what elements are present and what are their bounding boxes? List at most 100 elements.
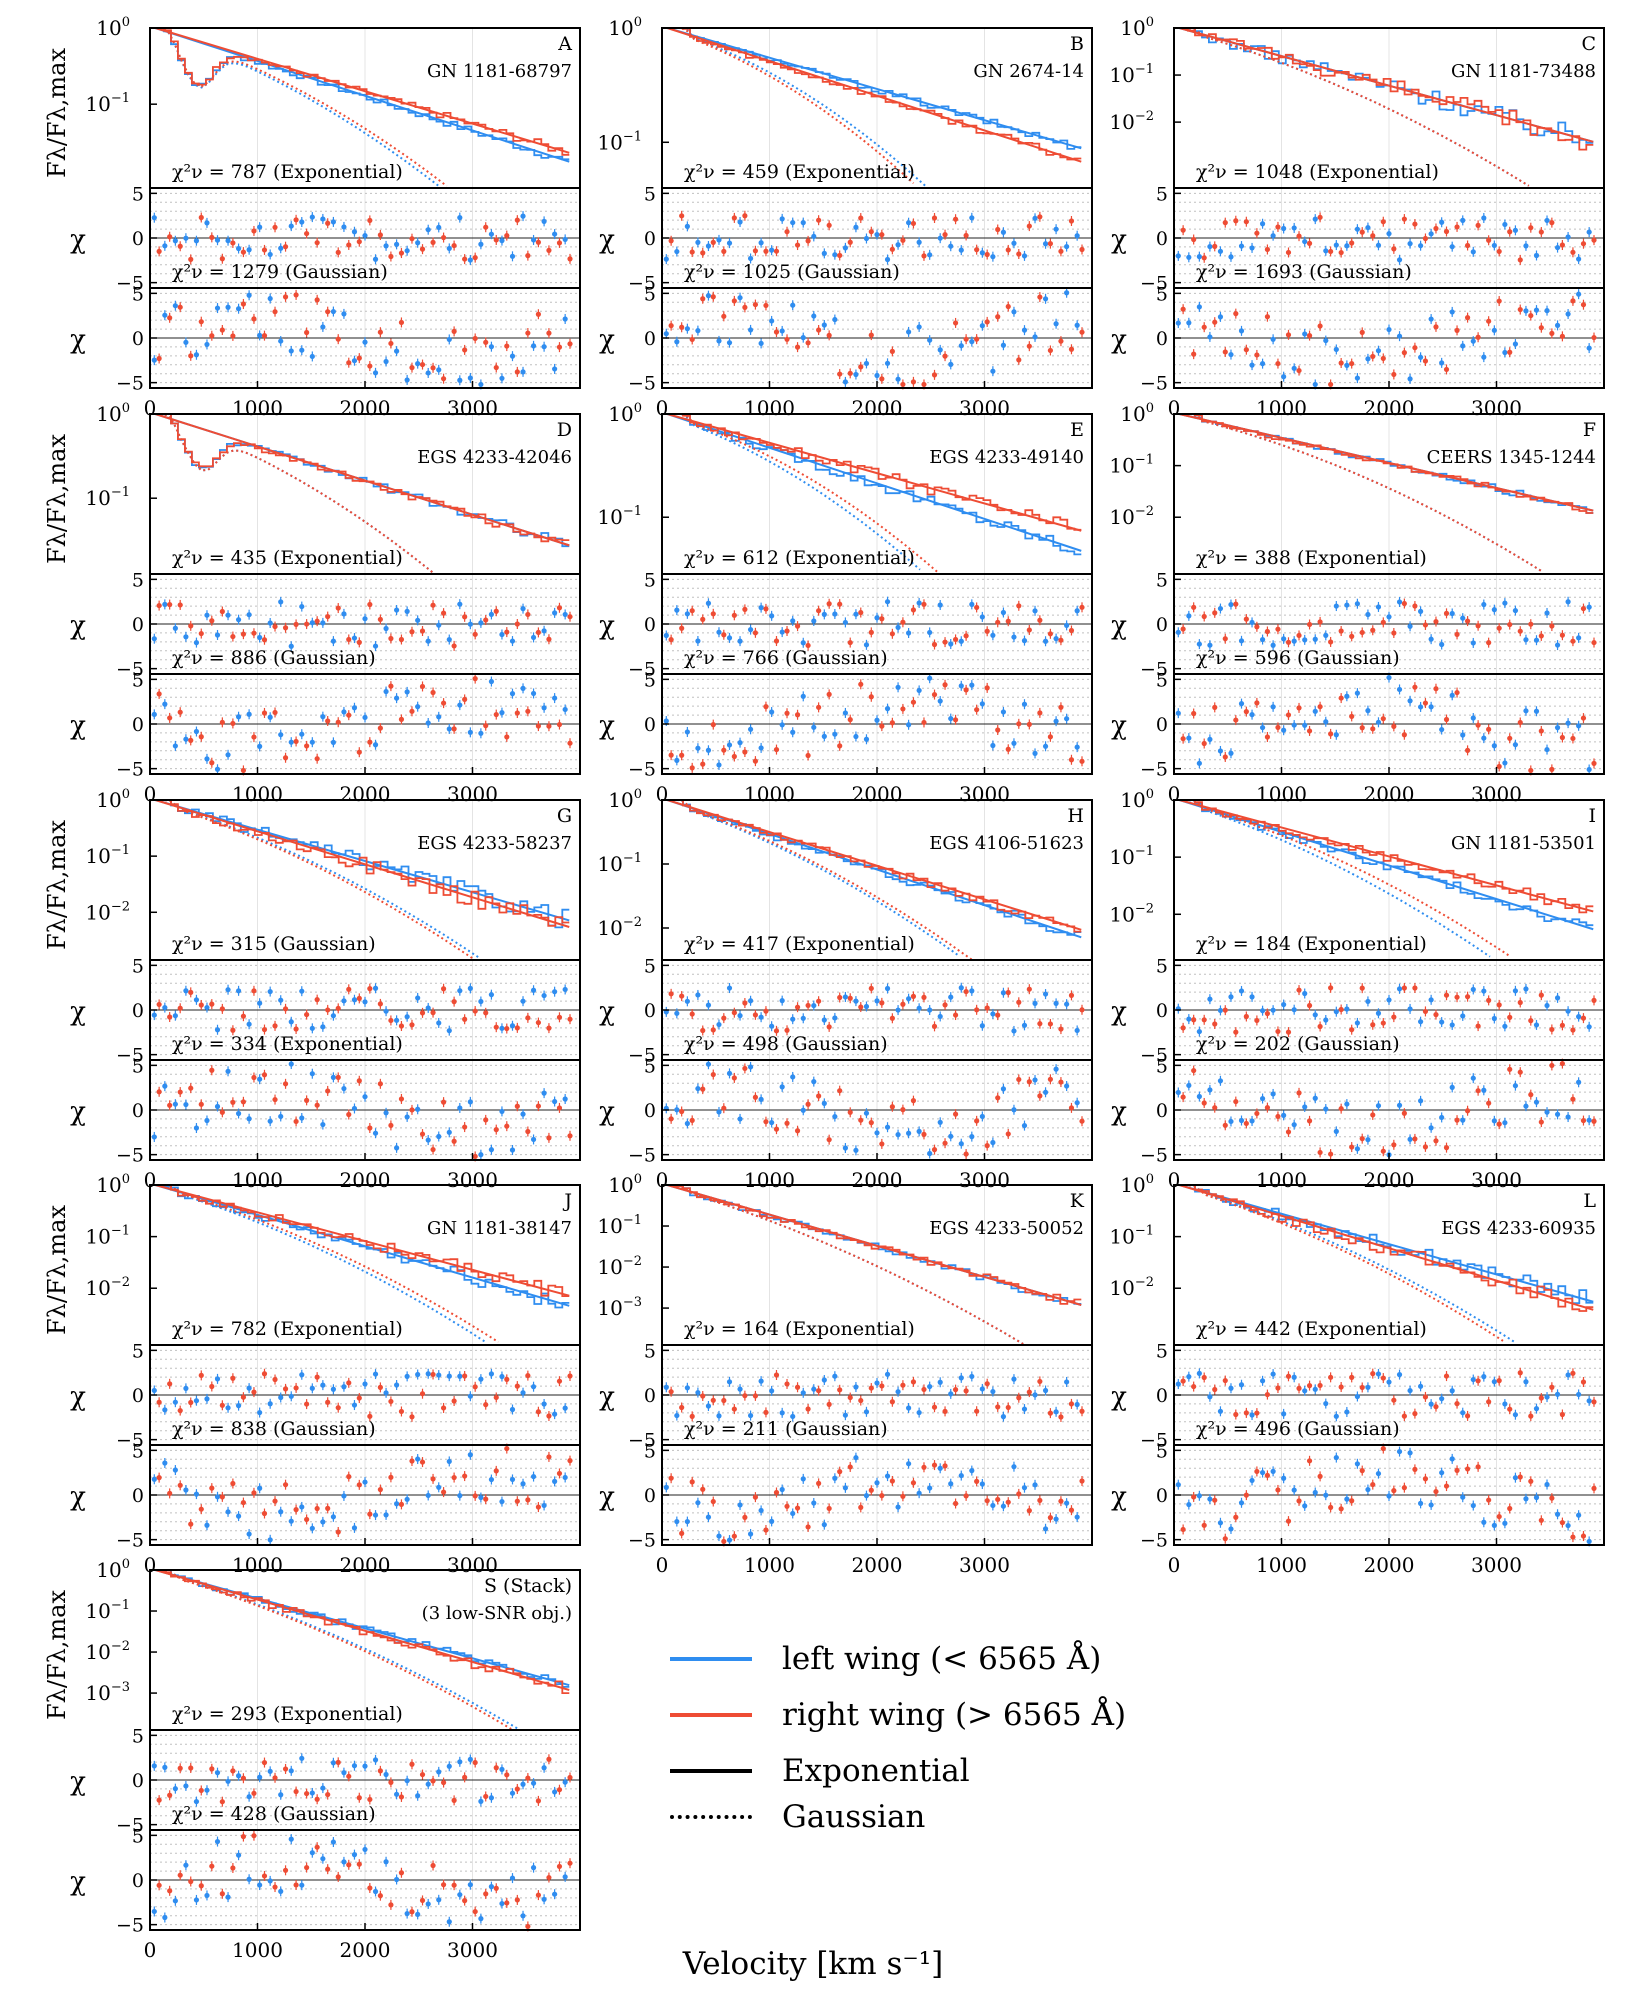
- chi-y-tick-label: 5: [1156, 283, 1168, 305]
- chi-point-right: [462, 1373, 468, 1379]
- chi-point-right: [377, 616, 383, 623]
- chi-point-left: [520, 1111, 526, 1117]
- chi-y-tick-label: −5: [628, 373, 656, 395]
- chi-point-right: [784, 628, 790, 634]
- chi-point-right: [847, 239, 853, 245]
- chi-point-right: [1212, 704, 1218, 710]
- y-tick-exponent: 0: [1146, 15, 1154, 30]
- chi-point-right: [1222, 349, 1228, 355]
- y-tick-exponent: −2: [623, 915, 642, 930]
- chi-point-right: [535, 1103, 541, 1109]
- y-tick-label: 10−1: [1109, 844, 1154, 869]
- chi-point-left: [1196, 304, 1202, 310]
- chi-point-right: [346, 1862, 352, 1868]
- chi-point-right: [679, 625, 685, 631]
- chi-point-left: [1021, 253, 1028, 259]
- chi-point-right: [689, 765, 695, 771]
- chi-point-right: [1317, 214, 1323, 220]
- chi-point-right: [451, 242, 457, 249]
- chi-square-label-2: χ²ν = 211 (Gaussian): [684, 1418, 888, 1440]
- chi-point-left: [1428, 997, 1434, 1003]
- chi-point-left: [267, 620, 273, 626]
- chi-point-right: [1222, 1377, 1228, 1384]
- chi-point-right: [261, 1759, 268, 1766]
- chi-point-right: [1191, 351, 1197, 357]
- chi-point-right: [1275, 1028, 1281, 1035]
- chi-point-right: [335, 1759, 341, 1765]
- chi-point-right: [261, 1873, 268, 1879]
- chi-point-left: [530, 237, 537, 243]
- chi-point-left: [726, 742, 733, 748]
- chi-point-right: [1433, 1138, 1439, 1144]
- chi-point-left: [874, 1480, 880, 1486]
- chi-point-right: [858, 215, 864, 221]
- chi-point-left: [779, 1410, 785, 1416]
- chi-point-left: [1375, 348, 1382, 354]
- chi-point-right: [240, 1013, 247, 1019]
- chi-point-right: [668, 991, 674, 997]
- chi-point-left: [425, 227, 431, 233]
- chi-point-right: [251, 734, 257, 740]
- chi-point-left: [394, 1382, 400, 1388]
- chi-point-left: [1344, 1409, 1350, 1415]
- chi-point-right: [1570, 638, 1576, 644]
- chi-point-left: [162, 1914, 168, 1921]
- chi-point-left: [1011, 1464, 1017, 1470]
- chi-point-right: [198, 1002, 204, 1008]
- chi-point-right: [805, 1002, 811, 1009]
- chi-point-left: [1544, 1109, 1550, 1115]
- chi-point-right: [1047, 347, 1053, 354]
- chi-point-right: [1528, 1092, 1534, 1098]
- chi-point-left: [520, 1781, 526, 1787]
- chi-point-left: [790, 1016, 796, 1022]
- chi-point-right: [419, 1459, 426, 1465]
- chi-point-left: [562, 986, 568, 993]
- chi-point-right: [1068, 346, 1075, 352]
- chi-point-right: [483, 224, 489, 230]
- chi-point-left: [394, 1501, 400, 1507]
- chi-point-left: [747, 998, 754, 1004]
- chi-point-left: [737, 1013, 743, 1019]
- chi-point-left: [737, 1386, 743, 1392]
- chi-point-right: [1380, 716, 1386, 722]
- chi-point-left: [1386, 231, 1392, 237]
- chi-point-left: [684, 998, 690, 1004]
- chi-point-left: [278, 245, 284, 251]
- chi-point-right: [1191, 1494, 1197, 1500]
- chi-point-left: [937, 1379, 943, 1385]
- chi-point-left: [320, 620, 326, 626]
- chi-point-right: [556, 1378, 563, 1384]
- chi-point-right: [805, 238, 811, 244]
- chi-point-right: [346, 986, 352, 992]
- chi-point-left: [467, 1452, 473, 1458]
- chi-point-left: [979, 1113, 985, 1120]
- chi-point-right: [282, 244, 289, 250]
- chi-point-right: [1212, 1386, 1218, 1393]
- chi-point-left: [1053, 718, 1059, 724]
- chi-point-right: [1275, 224, 1281, 230]
- chi-point-right: [409, 1107, 415, 1113]
- chi-point-right: [1464, 1108, 1471, 1114]
- chi-point-right: [177, 1005, 183, 1011]
- chi-point-left: [1000, 229, 1007, 235]
- chi-point-right: [1475, 722, 1481, 728]
- y-axis-label-chi-gauss: χ: [70, 1097, 86, 1127]
- chi-point-left: [383, 1008, 389, 1014]
- chi-point-right: [451, 1398, 457, 1404]
- chi-point-left: [1491, 327, 1497, 333]
- chi-point-right: [1549, 330, 1555, 336]
- chi-point-left: [362, 232, 368, 239]
- chi-point-right: [1464, 315, 1471, 321]
- chi-y-tick-label: 0: [1156, 1385, 1168, 1407]
- chi-point-left: [530, 343, 537, 349]
- chi-point-left: [214, 1494, 221, 1500]
- chi-point-right: [1486, 640, 1492, 646]
- chi-point-left: [747, 726, 754, 732]
- chi-point-left: [172, 1399, 178, 1405]
- chi-point-right: [1349, 360, 1355, 367]
- y-tick-exponent: 0: [122, 401, 130, 416]
- chi-point-left: [1491, 1015, 1497, 1022]
- chi-point-right: [188, 989, 194, 995]
- chi-point-right: [1328, 1504, 1334, 1510]
